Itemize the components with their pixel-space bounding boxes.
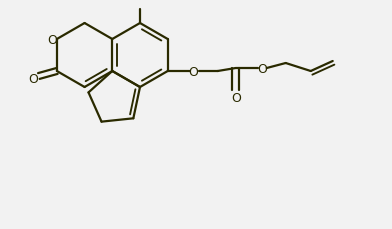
Text: O: O <box>28 72 38 85</box>
Text: O: O <box>188 65 198 78</box>
Text: O: O <box>257 62 267 75</box>
Text: O: O <box>47 33 57 46</box>
Text: O: O <box>231 91 241 104</box>
